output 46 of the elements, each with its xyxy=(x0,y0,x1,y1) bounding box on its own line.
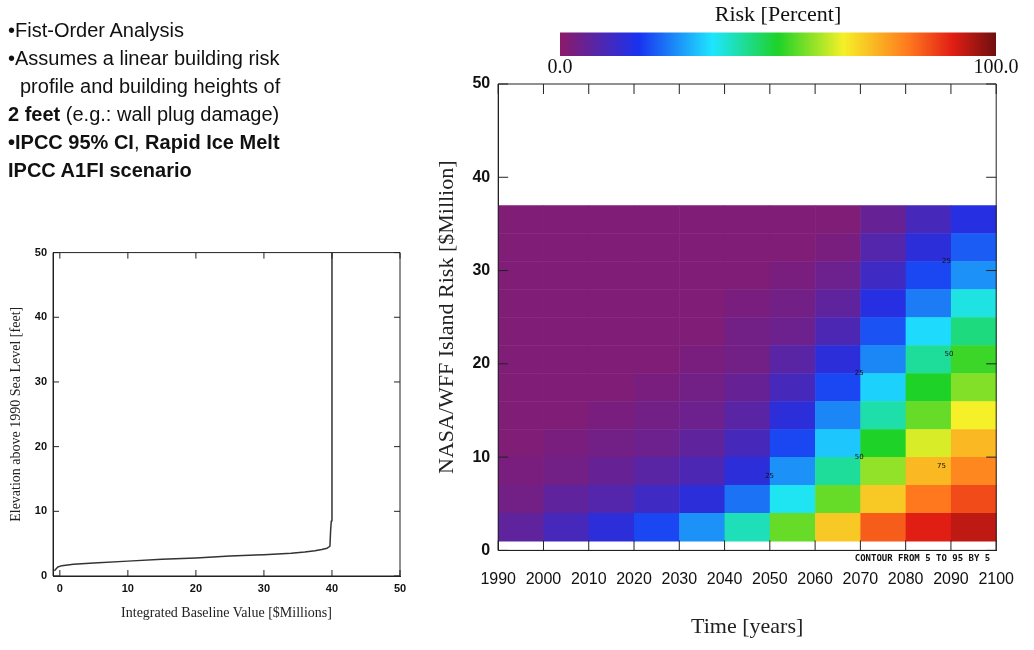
x-tick-label: 40 xyxy=(325,581,339,594)
color-bar-title: Risk [Percent] xyxy=(714,0,842,26)
x-tick-label: 2070 xyxy=(842,570,879,588)
text: , xyxy=(133,131,141,153)
color-bar-label: 0.0 xyxy=(547,55,573,78)
y-axis-title: Elevation above 1990 Sea Level [feet] xyxy=(8,306,24,522)
y-tick-label: 50 xyxy=(472,74,491,92)
x-tick-label: 50 xyxy=(393,581,407,594)
x-tick-label: 30 xyxy=(257,581,271,594)
y-tick-label: 20 xyxy=(34,439,48,452)
x-tick-label: 1990 xyxy=(480,570,517,588)
color-bar-label: 100.0 xyxy=(973,55,1019,78)
y-tick-label: 40 xyxy=(34,310,48,323)
y-tick-label: 40 xyxy=(472,167,491,185)
x-tick-label: 20 xyxy=(189,581,203,594)
text: IPCC A1FI scenario xyxy=(8,159,192,181)
x-tick-label: 2080 xyxy=(887,570,924,588)
x-axis-title: Time [years] xyxy=(691,612,804,638)
text: Rapid Ice Melt xyxy=(145,131,280,153)
x-tick-label: 0 xyxy=(56,581,63,594)
x-tick-label: 2100 xyxy=(978,570,1015,588)
y-tick-label: 20 xyxy=(472,354,491,372)
x-tick-label: 2030 xyxy=(661,570,698,588)
text: profile and building heights of xyxy=(19,75,281,97)
x-tick-label: 2040 xyxy=(706,570,743,588)
text: •Fist-Order Analysis xyxy=(8,19,184,41)
x-tick-label: 2060 xyxy=(797,570,834,588)
x-tick-label: 2020 xyxy=(616,570,652,588)
text: 2 feet xyxy=(8,103,61,125)
x-tick-label: 10 xyxy=(121,581,134,594)
y-tick-label: 50 xyxy=(34,245,48,258)
x-tick-label: 2000 xyxy=(525,570,562,588)
y-tick-label: 10 xyxy=(472,447,491,465)
x-tick-label: 2090 xyxy=(933,570,969,588)
y-tick-label: 30 xyxy=(472,260,491,278)
y-axis-title: NASA/WFF Island Risk [$Million] xyxy=(432,160,458,474)
y-tick-label: 0 xyxy=(481,540,491,558)
text: •IPCC 95% CI xyxy=(8,131,134,153)
text: (e.g.: wall plug damage) xyxy=(64,103,280,125)
y-tick-label: 30 xyxy=(34,374,48,387)
x-tick-label: 2010 xyxy=(570,570,607,588)
x-axis-title: Integrated Baseline Value [$Millions] xyxy=(121,605,332,621)
text: CONTOUR FROM 5 TO 95 BY 5 xyxy=(854,553,991,564)
y-tick-label: 10 xyxy=(34,504,48,517)
text: •Assumes a linear building risk xyxy=(8,47,280,69)
x-tick-label: 2050 xyxy=(752,570,788,588)
